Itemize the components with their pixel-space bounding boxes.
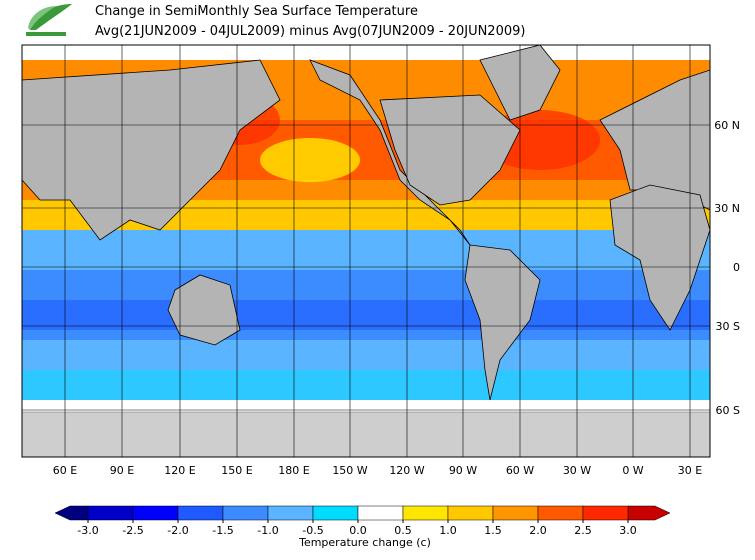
lat-label: 60 S — [716, 404, 740, 417]
colorbar-tick-label: 2.5 — [574, 524, 592, 537]
colorbar-bin — [177, 505, 224, 521]
lon-label: 0 W — [622, 464, 643, 477]
colorbar-bin — [132, 505, 179, 521]
colorbar-bin — [537, 505, 584, 521]
lon-label: 30 E — [678, 464, 702, 477]
lon-label: 30 W — [563, 464, 591, 477]
colorbar-bin — [357, 505, 404, 521]
colorbar: -3.0 -2.5 -2.0 -1.5 -1.0 -0.5 0.0 0.5 1.0 1.5 2.0 2… — [54, 505, 671, 549]
lon-label: 180 E — [278, 464, 309, 477]
colorbar-tick-label: 2.0 — [529, 524, 547, 537]
lat-label: 60 N — [714, 119, 740, 132]
colorbar-bin — [87, 505, 134, 521]
lat-label: 0 — [733, 261, 740, 274]
colorbar-bin — [402, 505, 449, 521]
lat-label: 30 N — [714, 202, 740, 215]
colorbar-tick-label: -2.5 — [122, 524, 143, 537]
colorbar-tick-label: -0.5 — [302, 524, 323, 537]
colorbar-tick-label: 1.0 — [439, 524, 457, 537]
lon-label: 120 W — [389, 464, 424, 477]
graticule — [22, 45, 710, 457]
map — [21, 44, 711, 458]
colorbar-bin — [312, 505, 359, 521]
lon-label: 60 W — [506, 464, 534, 477]
colorbar-tick-label: -2.0 — [167, 524, 188, 537]
colorbar-tick-label: 3.0 — [619, 524, 637, 537]
colorbar-tick-label: 0.5 — [394, 524, 412, 537]
colorbar-tick-label: 1.5 — [484, 524, 502, 537]
colorbar-label: Temperature change (c) — [298, 536, 431, 549]
colorbar-tick-label: 0.0 — [349, 524, 367, 537]
lon-label: 60 E — [53, 464, 77, 477]
subtitle: Avg(21JUN2009 - 04JUL2009) minus Avg(07J… — [95, 24, 525, 39]
lat-label: 30 S — [716, 320, 740, 333]
lon-label: 150 W — [332, 464, 367, 477]
colorbar-bin — [447, 505, 494, 521]
colorbar-bin — [492, 505, 539, 521]
map-labels: 60 N 30 N 0 30 S 60 S 60 E 90 E 120 E 150 E 180 E… — [53, 119, 740, 477]
colorbar-over — [627, 505, 671, 521]
lon-label: 90 W — [449, 464, 477, 477]
colorbar-bin — [222, 505, 269, 521]
colorbar-tick-label: -1.0 — [257, 524, 278, 537]
lon-label: 150 E — [221, 464, 252, 477]
colorbar-tick-label: -1.5 — [212, 524, 233, 537]
lon-label: 90 E — [110, 464, 134, 477]
logo — [26, 4, 72, 36]
colorbar-bin — [582, 505, 629, 521]
colorbar-bin — [267, 505, 314, 521]
colorbar-tick-label: -3.0 — [77, 524, 98, 537]
lon-label: 120 E — [164, 464, 195, 477]
title: Change in SemiMonthly Sea Surface Temper… — [95, 4, 418, 19]
colorbar-under — [54, 505, 89, 521]
